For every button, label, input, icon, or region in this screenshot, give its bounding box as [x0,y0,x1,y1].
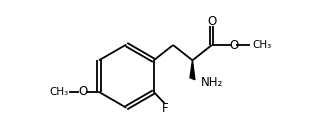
Text: CH₃: CH₃ [49,87,68,97]
Text: F: F [162,102,168,115]
Text: CH₃: CH₃ [252,40,272,50]
Text: NH₂: NH₂ [201,76,223,89]
Text: O: O [207,15,216,28]
Text: O: O [229,39,238,51]
Polygon shape [190,60,195,80]
Text: O: O [78,85,87,98]
